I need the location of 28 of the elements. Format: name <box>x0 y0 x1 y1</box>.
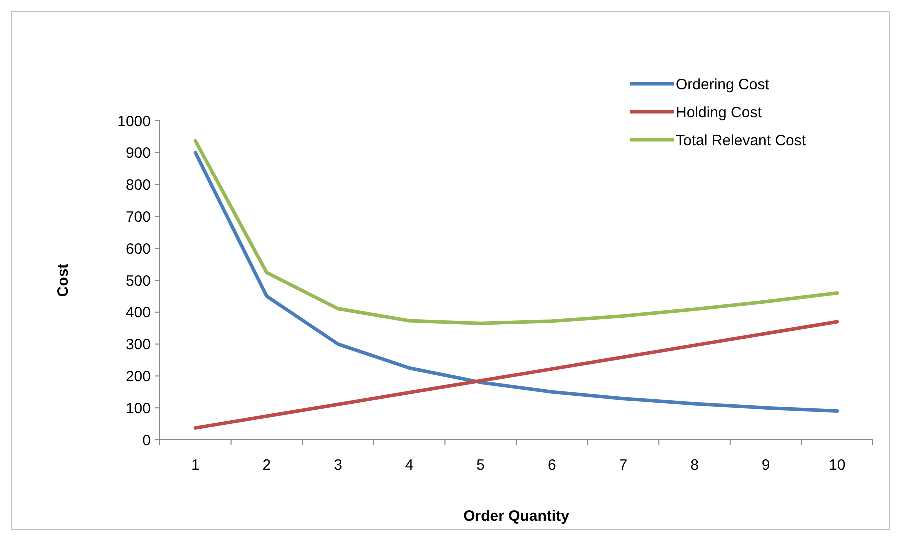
line-series <box>194 151 840 414</box>
x-tick-label: 10 <box>829 457 846 474</box>
x-tick-label: 6 <box>548 457 556 474</box>
x-tick-label: 1 <box>191 457 200 474</box>
legend-label: Ordering Cost <box>676 76 770 94</box>
legend-label: Total Relevant Cost <box>676 132 807 150</box>
y-tick-label: 900 <box>126 145 151 162</box>
y-tick-label: 0 <box>142 432 151 450</box>
x-tick-label: 9 <box>762 457 770 474</box>
x-tick-label: 7 <box>619 457 628 474</box>
x-tick-label: 3 <box>334 457 342 474</box>
y-tick-label: 700 <box>126 208 151 226</box>
y-tick-label: 200 <box>126 368 151 386</box>
line-series <box>194 320 840 430</box>
y-tick-label: 1000 <box>118 113 151 130</box>
x-tick-label: 4 <box>405 457 414 474</box>
legend-label: Holding Cost <box>676 104 763 122</box>
y-tick-label: 300 <box>126 336 151 354</box>
y-tick-label: 500 <box>126 272 151 290</box>
y-tick-label: 600 <box>126 240 151 258</box>
x-tick-label: 5 <box>476 457 486 474</box>
x-tick-label: 8 <box>690 457 699 474</box>
x-tick-label: 2 <box>262 457 272 474</box>
x-axis-title: Order Quantity <box>464 508 570 525</box>
y-tick-label: 400 <box>126 304 151 322</box>
y-axis-title: Cost <box>55 264 72 298</box>
y-tick-label: 100 <box>126 400 151 418</box>
y-tick-label: 800 <box>126 177 151 194</box>
